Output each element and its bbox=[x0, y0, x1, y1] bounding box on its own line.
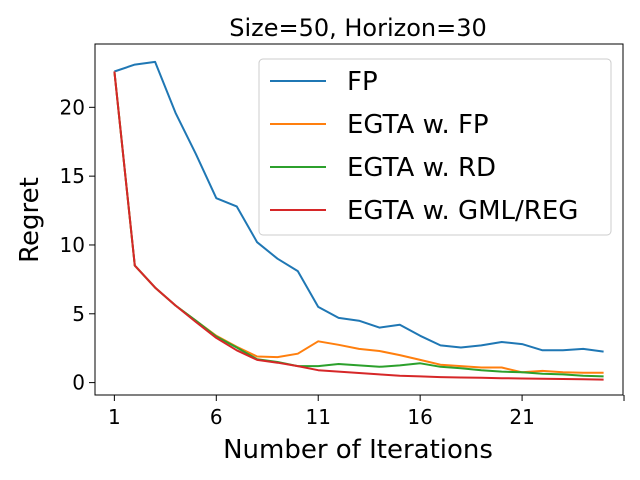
legend-label: FP bbox=[347, 67, 378, 97]
legend-label: EGTA w. GML/REG bbox=[347, 196, 578, 226]
x-tick-label: 6 bbox=[210, 405, 223, 429]
legend-box bbox=[258, 58, 612, 236]
y-tick-label: 5 bbox=[72, 302, 85, 326]
plot-frame bbox=[94, 43, 624, 396]
x-axis-ticks: 1 6 11 16 21 bbox=[108, 395, 625, 429]
chart-title: Size=50, Horizon=30 bbox=[229, 14, 487, 42]
y-axis-label: Regret bbox=[15, 177, 45, 263]
y-axis-ticks: 0 5 10 15 20 bbox=[60, 95, 95, 395]
plot-lines bbox=[113, 60, 604, 381]
y-tick-label: 15 bbox=[60, 164, 85, 188]
series-line-1 bbox=[114, 60, 604, 353]
series-line-3 bbox=[113, 71, 604, 378]
legend-label: EGTA w. RD bbox=[347, 153, 496, 183]
legend: FP EGTA w. FP EGTA w. RD EGTA w. GML/REG bbox=[258, 58, 612, 236]
x-tick-label: 1 bbox=[108, 405, 121, 429]
y-tick-label: 10 bbox=[60, 233, 85, 257]
x-tick-label: 21 bbox=[509, 405, 534, 429]
x-tick-label: 11 bbox=[306, 405, 331, 429]
x-tick-label: 16 bbox=[407, 405, 432, 429]
x-axis-label: Number of Iterations bbox=[223, 435, 493, 465]
y-tick-label: 0 bbox=[72, 371, 85, 395]
series-line-4 bbox=[113, 71, 604, 381]
legend-label: EGTA w. FP bbox=[347, 110, 489, 140]
y-tick-label: 20 bbox=[60, 95, 85, 119]
